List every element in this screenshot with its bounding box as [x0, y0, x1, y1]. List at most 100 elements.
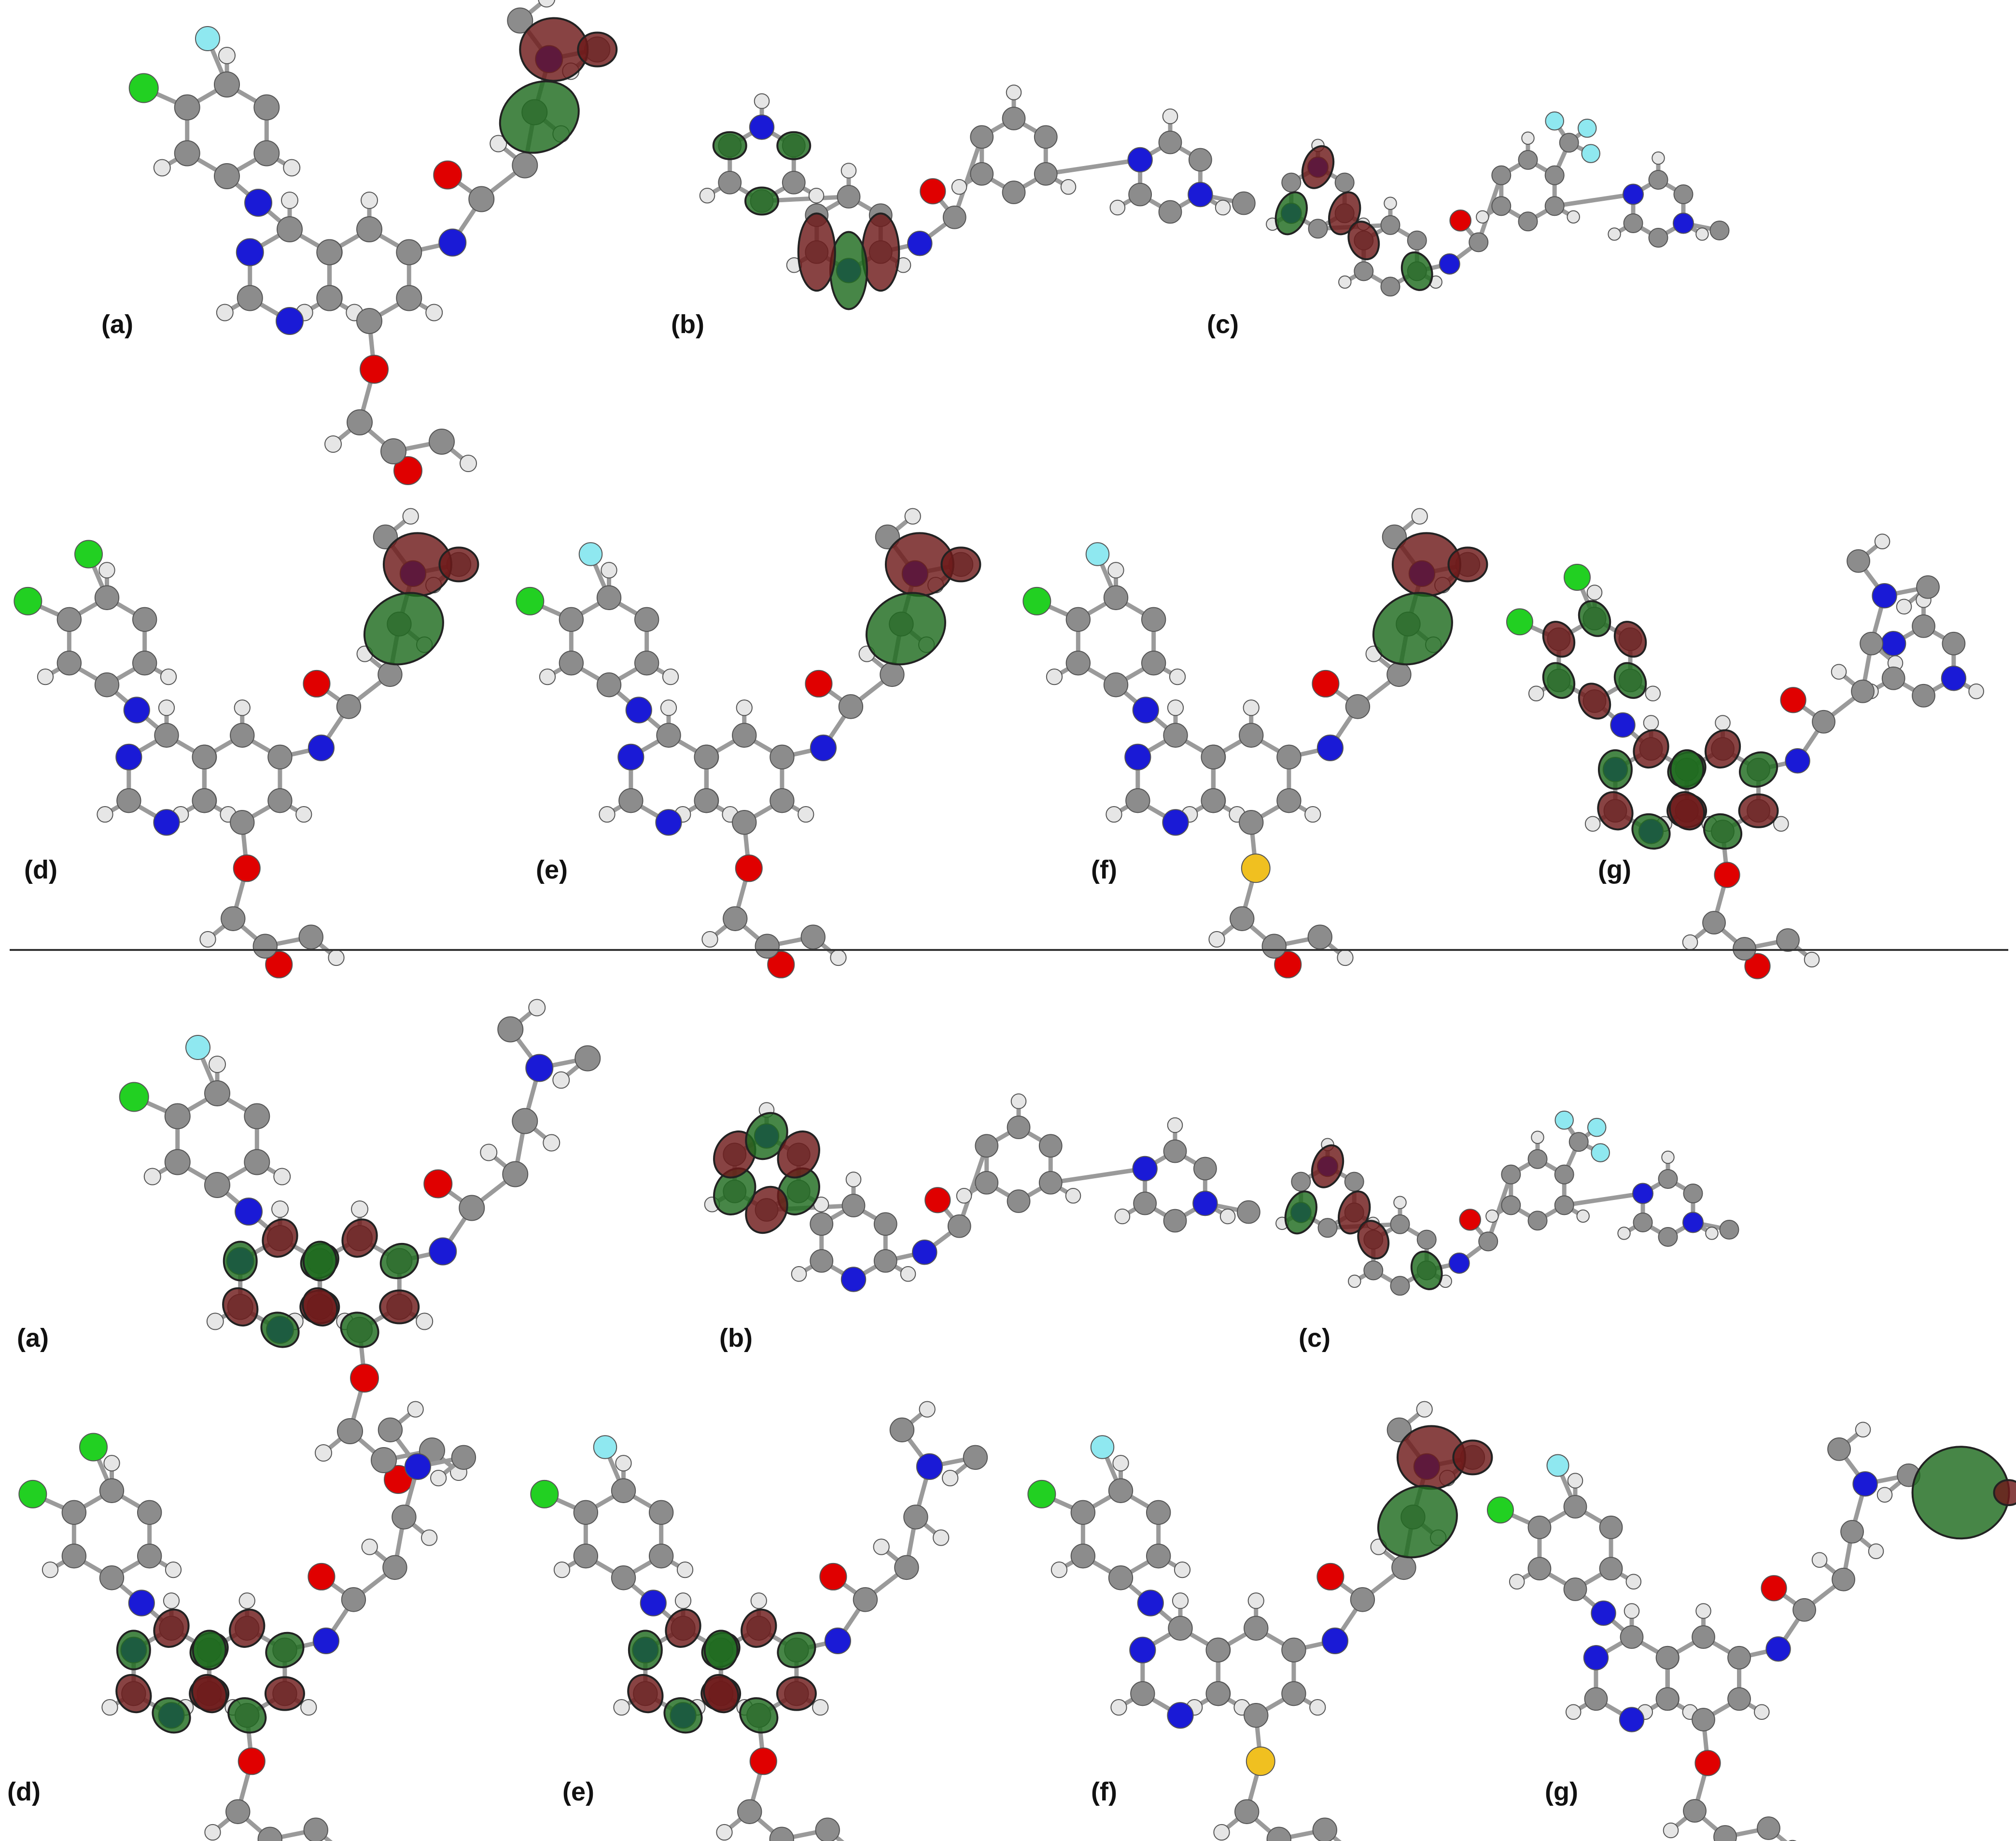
hydrogen-atom — [101, 1699, 118, 1716]
hydrogen-atom — [1715, 715, 1731, 731]
carbon-atom — [1070, 1500, 1096, 1525]
oxygen-atom — [1312, 669, 1340, 697]
hydrogen-atom — [1565, 1704, 1582, 1720]
carbon-atom — [1673, 184, 1694, 204]
chlorine-atom — [1486, 1496, 1514, 1524]
orbital-lobe-positive — [152, 1697, 191, 1734]
panel-label: (b) — [671, 310, 704, 339]
orbital-lobe-negative — [379, 1289, 420, 1325]
hydrogen-atom — [315, 1444, 332, 1462]
carbon-atom — [853, 1587, 878, 1612]
orbital-lobe-negative — [229, 1608, 266, 1648]
carbon-atom — [253, 140, 280, 167]
orbital-lobe-negative — [1452, 1439, 1493, 1476]
orbital-lobe-negative — [1993, 1479, 2016, 1506]
carbon-atom — [1380, 277, 1400, 297]
carbon-atom — [1469, 232, 1489, 252]
carbon-atom — [1007, 1116, 1031, 1139]
hydrogen-atom — [430, 1469, 447, 1487]
orbital-lobe-negative — [861, 212, 900, 292]
hydrogen-atom — [1174, 1561, 1191, 1578]
carbon-atom — [396, 239, 422, 265]
hydrogen-atom — [204, 1824, 221, 1841]
panel-upper-c: (c) — [1207, 111, 1730, 339]
orbital-lobe-positive — [499, 80, 580, 154]
hydrogen-atom — [1309, 1699, 1326, 1716]
oxygen-atom — [1761, 1575, 1787, 1602]
bond — [1048, 1166, 1148, 1185]
hydrogen-atom — [660, 699, 677, 716]
hydrogen-atom — [840, 163, 857, 179]
oxygen-atom — [350, 1364, 379, 1393]
hydrogen-atom — [1528, 685, 1544, 702]
carbon-atom — [174, 140, 200, 167]
carbon-atom — [810, 1212, 834, 1236]
hydrogen-atom — [103, 1455, 120, 1472]
hydrogen-atom — [1065, 1187, 1081, 1204]
orbital-lobe-negative — [438, 546, 479, 583]
hydrogen-atom — [361, 192, 378, 209]
carbon-atom — [132, 607, 157, 632]
oxygen-atom — [819, 1562, 847, 1590]
carbon-atom — [174, 94, 200, 121]
hydrogen-atom — [538, 0, 556, 8]
carbon-atom — [459, 1195, 485, 1221]
oxygen-atom — [1449, 209, 1471, 232]
fluorine-atom — [1090, 1435, 1115, 1459]
nitrogen-atom — [1321, 1627, 1349, 1654]
orbital-lobe-negative — [1301, 145, 1335, 189]
panels: (a) (b) (c) (d) (e) (f) (g) (a) (b) (c) (d) (e) (f) (… — [7, 0, 2016, 1841]
carbon-atom — [1942, 631, 1966, 656]
chlorine-atom — [1027, 1479, 1056, 1508]
carbon-atom — [429, 429, 455, 455]
carbon-atom — [61, 1500, 87, 1525]
carbon-atom — [225, 1799, 251, 1824]
hydrogen-atom — [1695, 227, 1709, 241]
bond — [1562, 1191, 1645, 1208]
carbon-atom — [316, 285, 343, 311]
chlorine-atom — [74, 540, 103, 569]
carbon-atom — [378, 662, 403, 687]
carbon-atom — [221, 906, 246, 931]
carbon-atom — [1034, 162, 1058, 186]
panel-label: (f) — [1091, 1777, 1117, 1806]
hydrogen-atom — [1855, 1422, 1871, 1438]
carbon-atom — [1317, 1218, 1338, 1238]
orbital-lobe-negative — [577, 31, 618, 68]
carbon-atom — [1386, 662, 1412, 687]
orbital-lobe-positive — [265, 1632, 305, 1668]
carbon-atom — [573, 1500, 599, 1525]
orbital-lobe-negative — [1338, 1190, 1371, 1235]
nitrogen-atom — [640, 1590, 667, 1617]
nitrogen-atom — [625, 697, 652, 724]
carbon-atom — [1158, 200, 1182, 224]
carbon-atom — [1527, 1557, 1552, 1581]
carbon-atom — [356, 216, 382, 242]
nitrogen-atom — [824, 1627, 852, 1654]
carbon-atom — [1108, 1565, 1134, 1590]
hydrogen-atom — [490, 135, 507, 153]
nitrogen-atom — [1167, 1702, 1194, 1729]
carbon-atom — [1065, 650, 1091, 676]
carbon-atom — [303, 1817, 328, 1841]
hydrogen-atom — [328, 949, 345, 966]
panel-lower-d: (d) — [7, 1401, 476, 1841]
nitrogen-atom — [312, 1627, 340, 1654]
orbital-lobe-positive — [1738, 751, 1778, 788]
hydrogen-atom — [701, 931, 718, 948]
hydrogen-atom — [1624, 1603, 1640, 1619]
carbon-atom — [154, 723, 179, 748]
carbon-atom — [1563, 1577, 1587, 1601]
hydrogen-atom — [1304, 806, 1321, 823]
hydrogen-atom — [601, 562, 617, 579]
carbon-atom — [903, 1505, 928, 1530]
carbon-atom — [347, 409, 373, 435]
carbon-atom — [1727, 1646, 1751, 1670]
carbon-atom — [164, 1149, 191, 1175]
carbon-atom — [337, 1418, 363, 1444]
hydrogen-atom — [281, 192, 298, 209]
orbital-lobe-negative — [1578, 683, 1611, 720]
carbon-atom — [1380, 215, 1400, 235]
fluorine-atom — [1085, 542, 1110, 566]
nitrogen-atom — [1124, 743, 1151, 770]
